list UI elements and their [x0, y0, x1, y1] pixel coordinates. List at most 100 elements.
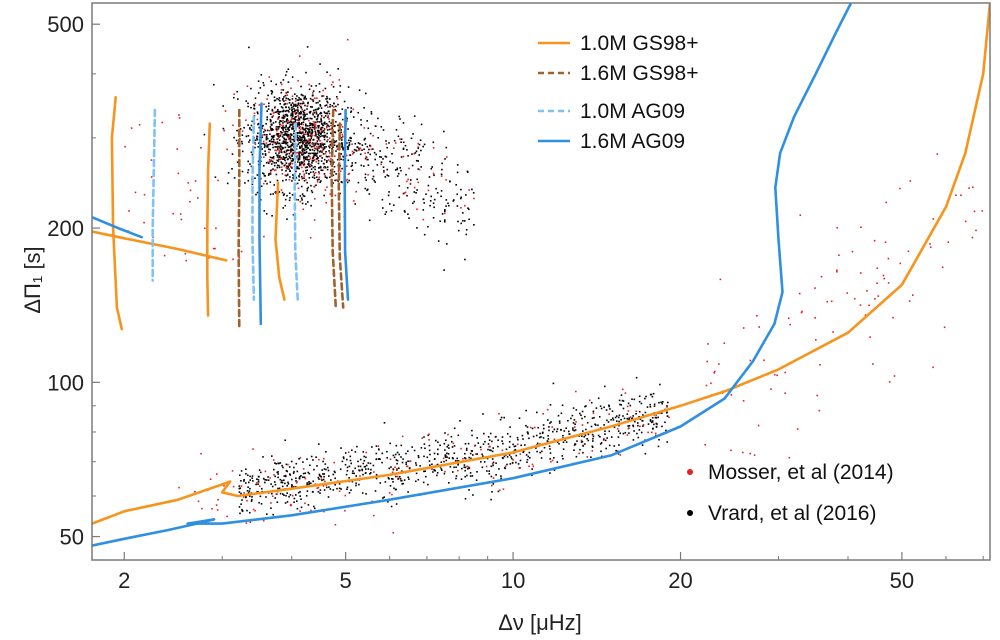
mosser-point: [730, 394, 733, 396]
vrard-point: [298, 121, 300, 124]
vrard-point: [358, 483, 360, 486]
vrard-point: [296, 167, 298, 170]
vrard-point: [280, 120, 283, 123]
vrard-point: [443, 130, 445, 133]
vrard-point: [437, 448, 439, 451]
vrard-point: [286, 144, 289, 147]
mosser-point: [318, 458, 320, 461]
vrard-point: [303, 149, 306, 152]
vrard-point: [543, 427, 545, 430]
vrard-point: [367, 462, 370, 464]
vrard-point: [326, 129, 329, 131]
vrard-point: [290, 106, 293, 109]
vrard-point: [278, 97, 281, 99]
mosser-point: [868, 304, 870, 307]
vrard-point: [627, 402, 630, 405]
vrard-point: [476, 437, 478, 439]
vrard-point: [296, 182, 299, 185]
vrard-point: [320, 112, 323, 115]
vrard-point: [432, 217, 435, 219]
vrard-point: [637, 424, 639, 427]
vrard-point: [314, 131, 317, 134]
vrard-point: [453, 199, 455, 201]
vrard-point: [649, 406, 652, 408]
vrard-point: [370, 472, 372, 474]
vrard-point: [249, 495, 251, 498]
mosser-point: [282, 119, 285, 122]
mosser-point: [161, 121, 163, 124]
vrard-point: [464, 220, 466, 222]
vrard-point: [390, 478, 393, 480]
vrard-point: [301, 199, 303, 201]
vrard-point: [354, 451, 357, 453]
mosser-point: [303, 173, 306, 175]
mosser-point: [344, 509, 346, 512]
vrard-point: [311, 176, 314, 179]
vrard-point: [319, 474, 321, 477]
vrard-point: [649, 393, 652, 396]
mosser-point: [287, 463, 289, 466]
mosser-point: [531, 463, 534, 466]
vrard-point: [608, 430, 611, 433]
vrard-point: [422, 209, 425, 211]
vrard-point: [580, 414, 582, 417]
vrard-point: [285, 138, 288, 141]
vrard-point: [261, 487, 263, 490]
vrard-point: [457, 220, 459, 223]
vrard-point: [482, 443, 485, 445]
vrard-point: [264, 180, 267, 182]
vrard-point: [285, 70, 288, 73]
vrard-point: [420, 447, 423, 449]
vrard-point: [281, 107, 284, 109]
vrard-point: [276, 154, 278, 156]
vrard-point: [245, 496, 247, 498]
mosser-point: [294, 100, 297, 103]
vrard-point: [295, 494, 297, 496]
mosser-point: [288, 135, 290, 138]
vrard-point: [265, 162, 268, 164]
mosser-point: [713, 372, 715, 374]
vrard-point: [300, 110, 302, 113]
legend-marker-vrard-et-al-2016: [687, 510, 693, 516]
vrard-point: [297, 199, 299, 201]
mosser-point: [261, 134, 264, 136]
vrard-point: [277, 476, 279, 479]
vrard-point: [286, 174, 289, 176]
vrard-point: [357, 460, 359, 463]
vrard-point: [357, 111, 359, 114]
legend-label-1-6m-ag09: 1.6M AG09: [580, 130, 685, 153]
vrard-point: [433, 198, 436, 201]
vrard-point: [326, 95, 328, 98]
vrard-point: [275, 146, 278, 148]
vrard-point: [257, 80, 260, 82]
vrard-point: [276, 98, 278, 100]
vrard-point: [323, 475, 325, 478]
vrard-point: [652, 392, 655, 395]
vrard-point: [592, 440, 594, 442]
mosser-point: [280, 83, 283, 86]
vrard-point: [291, 109, 293, 112]
mosser-point: [409, 182, 412, 185]
vrard-point: [436, 453, 439, 455]
mosser-point: [706, 360, 708, 363]
vrard-point: [379, 458, 381, 460]
vrard-point: [517, 463, 520, 465]
vrard-point: [322, 135, 325, 137]
vrard-point: [344, 463, 347, 466]
mosser-point: [291, 162, 294, 165]
vrard-point: [401, 479, 403, 482]
vrard-point: [490, 475, 493, 478]
mosser-point: [189, 200, 191, 203]
mosser-point: [502, 488, 505, 490]
vrard-point: [541, 450, 543, 453]
vrard-point: [632, 439, 635, 441]
mosser-point: [432, 172, 435, 175]
vrard-point: [427, 434, 430, 436]
mosser-point: [226, 515, 228, 518]
mosser-point: [370, 148, 373, 151]
vrard-point: [390, 210, 393, 212]
vrard-point: [370, 111, 373, 113]
vrard-point: [433, 206, 435, 209]
vrard-point: [403, 210, 406, 212]
